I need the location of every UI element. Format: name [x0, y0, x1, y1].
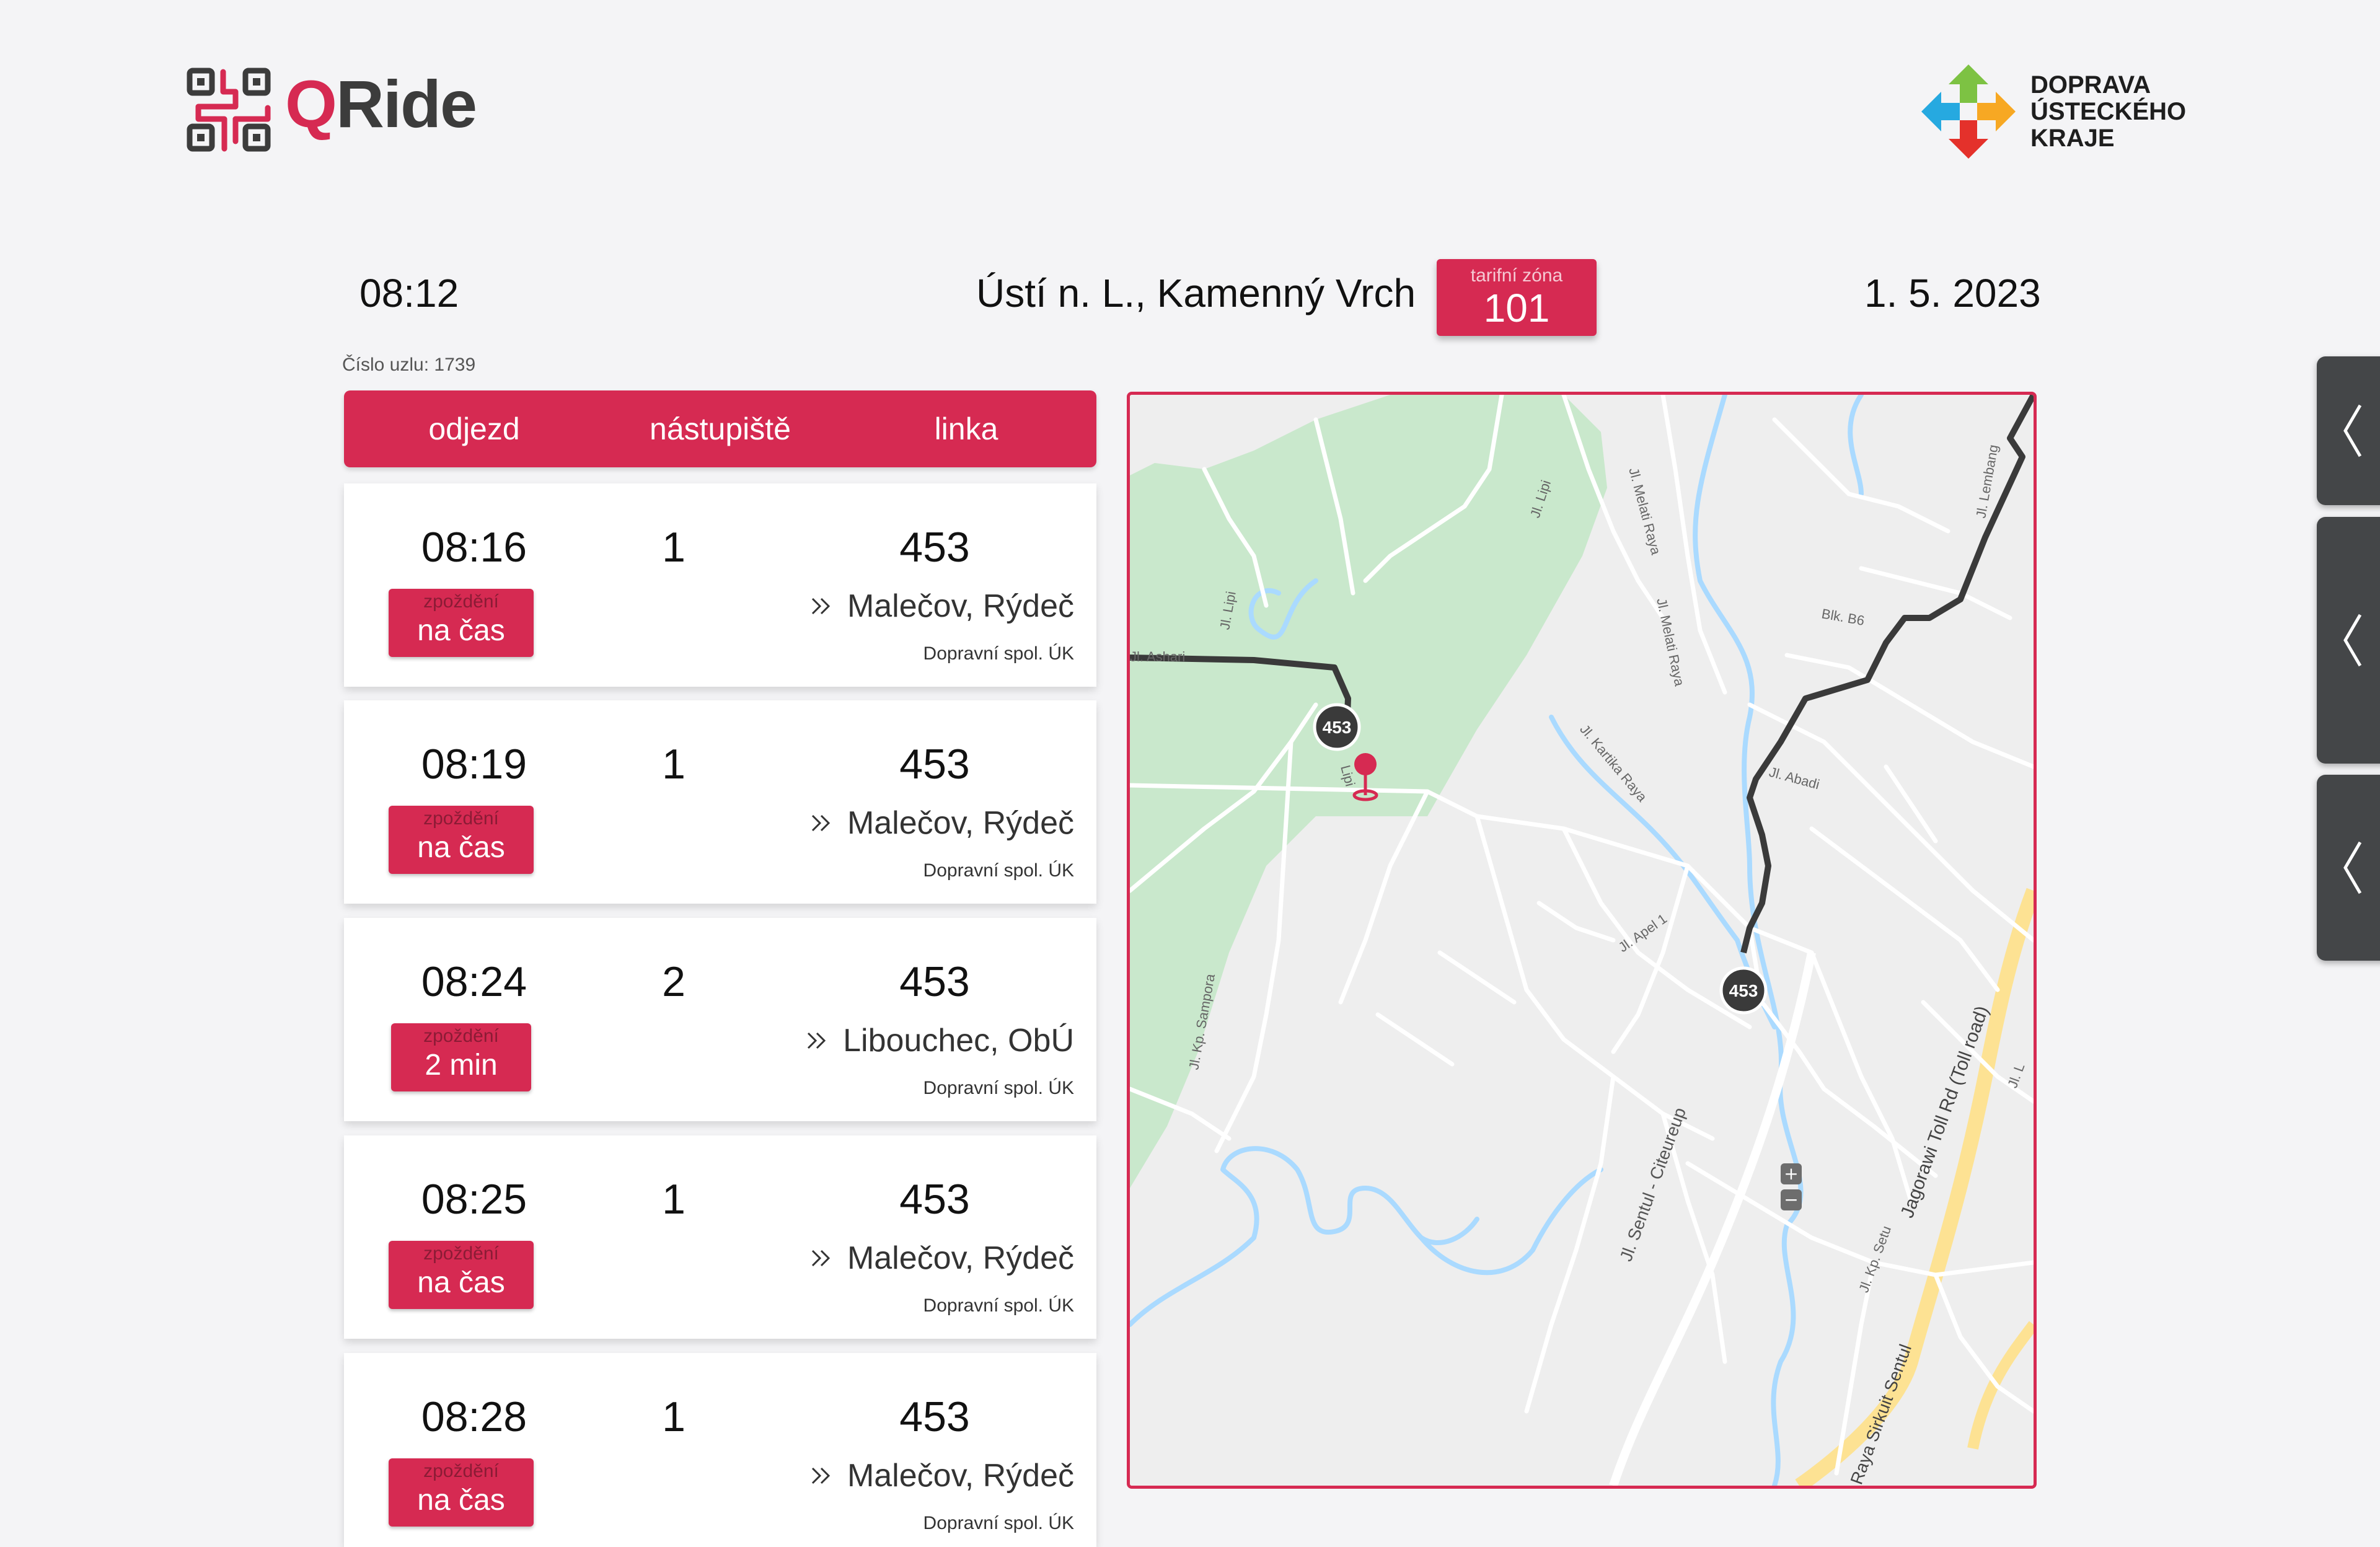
- delay-badge: zpoždění na čas: [389, 806, 534, 874]
- departure-operator: Dopravní spol. ÚK: [923, 643, 1074, 664]
- location-pin-icon: [1352, 753, 1378, 801]
- chevron-left-icon: [2343, 841, 2362, 894]
- departure-operator: Dopravní spol. ÚK: [923, 860, 1074, 881]
- tariff-zone-label: tarifní zóna: [1470, 265, 1563, 286]
- departure-line: 453: [899, 524, 970, 571]
- delay-label: zpoždění: [423, 808, 499, 829]
- node-number: Číslo uzlu: 1739: [342, 355, 476, 375]
- departure-destination: Malečov, Rýdeč: [809, 804, 1074, 842]
- destination-name: Malečov, Rýdeč: [847, 588, 1074, 624]
- departure-line: 453: [899, 1393, 970, 1440]
- column-platform: nástupiště: [650, 412, 791, 446]
- route-map[interactable]: Jl. Ashari Jl. Lipi Jl. Lipi Lipi Jl. Me…: [1127, 392, 2037, 1489]
- chevron-left-icon: [2343, 404, 2362, 457]
- qride-logo: QRide: [186, 64, 477, 157]
- current-date: 1. 5. 2023: [1864, 271, 2041, 315]
- delay-badge: zpoždění na čas: [389, 1458, 534, 1527]
- departure-operator: Dopravní spol. ÚK: [923, 1513, 1074, 1533]
- double-chevron-right-icon: [811, 814, 831, 832]
- bus-marker[interactable]: 453: [1719, 966, 1768, 1015]
- departure-operator: Dopravní spol. ÚK: [923, 1295, 1074, 1316]
- zoom-in-button[interactable]: +: [1781, 1163, 1802, 1184]
- current-time: 08:12: [359, 271, 459, 315]
- zoom-out-label: −: [1784, 1189, 1798, 1210]
- operator-logo-text: DOPRAVA ÚSTECKÉHO KRAJE: [2030, 71, 2187, 152]
- destination-name: Malečov, Rýdeč: [847, 805, 1074, 841]
- double-chevron-right-icon: [811, 1250, 831, 1267]
- delay-badge: zpoždění 2 min: [391, 1023, 531, 1091]
- qr-code-icon: [187, 68, 271, 152]
- departure-row[interactable]: 08:24 2 453 zpoždění 2 min Libouchec, Ob…: [344, 918, 1096, 1121]
- side-panel-toggle[interactable]: [2317, 775, 2380, 961]
- double-chevron-right-icon: [808, 1032, 826, 1049]
- departure-line: 453: [899, 958, 970, 1005]
- tariff-zone-value: 101: [1483, 286, 1550, 330]
- column-departure: odjezd: [428, 412, 520, 446]
- delay-label: zpoždění: [423, 1461, 499, 1481]
- delay-badge: zpoždění na čas: [389, 589, 534, 657]
- double-chevron-right-icon: [811, 597, 831, 615]
- operator-logo: DOPRAVA ÚSTECKÉHO KRAJE: [1919, 62, 2192, 161]
- highway: [1795, 888, 2034, 1486]
- tariff-zone-badge: tarifní zóna 101: [1437, 259, 1597, 336]
- arrows-cross-icon: [1921, 64, 2016, 159]
- departure-platform: 1: [662, 1393, 685, 1440]
- departure-row[interactable]: 08:28 1 453 zpoždění na čas Malečov, Rýd…: [344, 1353, 1096, 1547]
- departure-platform: 1: [662, 1176, 685, 1223]
- side-panel-toggle[interactable]: [2317, 356, 2380, 505]
- destination-name: Malečov, Rýdeč: [847, 1240, 1074, 1276]
- departure-time: 08:19: [421, 741, 527, 788]
- departure-line: 453: [899, 1176, 970, 1223]
- departure-time: 08:16: [421, 524, 527, 571]
- departures-table-header: odjezd nástupiště linka: [344, 390, 1096, 467]
- delay-badge: zpoždění na čas: [389, 1241, 534, 1309]
- double-chevron-right-icon: [811, 1467, 831, 1484]
- zoom-in-label: +: [1784, 1163, 1798, 1184]
- map-canvas[interactable]: Jl. Ashari Jl. Lipi Jl. Lipi Lipi Jl. Me…: [1130, 395, 2034, 1486]
- street-label: Jl. Ashari: [1130, 649, 1185, 664]
- zoom-out-button[interactable]: −: [1781, 1189, 1802, 1210]
- delay-value: 2 min: [425, 1049, 498, 1082]
- delay-label: zpoždění: [423, 591, 499, 612]
- departure-destination: Libouchec, ObÚ: [804, 1022, 1074, 1059]
- departure-destination: Malečov, Rýdeč: [809, 1240, 1074, 1277]
- departure-platform: 1: [662, 524, 685, 571]
- stop-name: Ústí n. L., Kamenný Vrch: [976, 271, 1416, 315]
- departure-time: 08:28: [421, 1393, 527, 1440]
- departure-row[interactable]: 08:16 1 453 zpoždění na čas Malečov, Rýd…: [344, 483, 1096, 687]
- chevron-left-icon: [2343, 614, 2362, 667]
- departure-row[interactable]: 08:25 1 453 zpoždění na čas Malečov, Rýd…: [344, 1135, 1096, 1339]
- departure-row[interactable]: 08:19 1 453 zpoždění na čas Malečov, Rýd…: [344, 700, 1096, 904]
- qride-wordmark: QRide: [285, 66, 477, 141]
- bus-marker-label: 453: [1323, 718, 1352, 737]
- delay-value: na čas: [417, 831, 505, 864]
- departure-platform: 2: [662, 958, 685, 1005]
- departure-time: 08:24: [421, 958, 527, 1005]
- column-line: linka: [934, 412, 998, 446]
- departure-destination: Malečov, Rýdeč: [809, 1457, 1074, 1494]
- delay-value: na čas: [417, 614, 505, 647]
- departure-platform: 1: [662, 741, 685, 788]
- delay-value: na čas: [417, 1484, 505, 1517]
- bus-marker-label: 453: [1729, 981, 1758, 1000]
- side-panel-toggle[interactable]: [2317, 517, 2380, 764]
- departure-line: 453: [899, 741, 970, 788]
- bus-marker[interactable]: 453: [1313, 703, 1361, 751]
- departure-time: 08:25: [421, 1176, 527, 1223]
- destination-name: Malečov, Rýdeč: [847, 1458, 1074, 1494]
- delay-value: na čas: [417, 1266, 505, 1299]
- departure-destination: Malečov, Rýdeč: [809, 588, 1074, 625]
- delay-label: zpoždění: [423, 1243, 499, 1264]
- destination-name: Libouchec, ObÚ: [843, 1023, 1074, 1059]
- delay-label: zpoždění: [423, 1026, 499, 1046]
- departure-operator: Dopravní spol. ÚK: [923, 1078, 1074, 1098]
